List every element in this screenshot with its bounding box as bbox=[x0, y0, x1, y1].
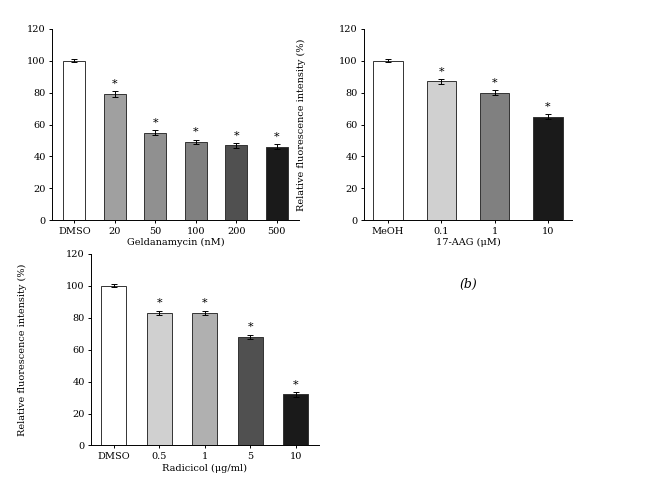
Text: *: * bbox=[545, 102, 551, 112]
Y-axis label: Relative fluorescence intensity (%): Relative fluorescence intensity (%) bbox=[296, 38, 306, 211]
Bar bbox=[426, 81, 456, 220]
Text: (a): (a) bbox=[167, 278, 184, 291]
X-axis label: Geldanamycin (nM): Geldanamycin (nM) bbox=[127, 239, 224, 248]
Bar bbox=[374, 61, 403, 220]
Text: *: * bbox=[153, 118, 158, 128]
Bar bbox=[104, 94, 126, 220]
Text: *: * bbox=[157, 298, 162, 308]
Bar bbox=[185, 142, 207, 220]
Text: *: * bbox=[112, 79, 118, 89]
Text: *: * bbox=[293, 379, 298, 389]
Bar bbox=[63, 61, 86, 220]
Text: *: * bbox=[202, 298, 207, 308]
Bar bbox=[225, 145, 247, 220]
Bar bbox=[533, 116, 562, 220]
Text: *: * bbox=[193, 127, 198, 137]
Text: (b): (b) bbox=[459, 278, 477, 291]
Y-axis label: Relative fluorescence intensity (%): Relative fluorescence intensity (%) bbox=[18, 263, 27, 436]
Bar bbox=[147, 313, 172, 445]
X-axis label: 17-AAG (μM): 17-AAG (μM) bbox=[436, 239, 500, 248]
Text: *: * bbox=[274, 132, 280, 142]
Bar bbox=[101, 286, 126, 445]
Bar bbox=[480, 92, 510, 220]
Text: *: * bbox=[492, 78, 497, 88]
Text: *: * bbox=[439, 67, 444, 77]
Text: *: * bbox=[233, 130, 239, 140]
Bar bbox=[238, 337, 263, 445]
Bar bbox=[144, 133, 166, 220]
X-axis label: Radicicol (μg/ml): Radicicol (μg/ml) bbox=[162, 464, 247, 473]
Bar bbox=[192, 313, 217, 445]
Bar bbox=[265, 147, 288, 220]
Bar bbox=[283, 394, 308, 445]
Text: *: * bbox=[248, 322, 253, 332]
